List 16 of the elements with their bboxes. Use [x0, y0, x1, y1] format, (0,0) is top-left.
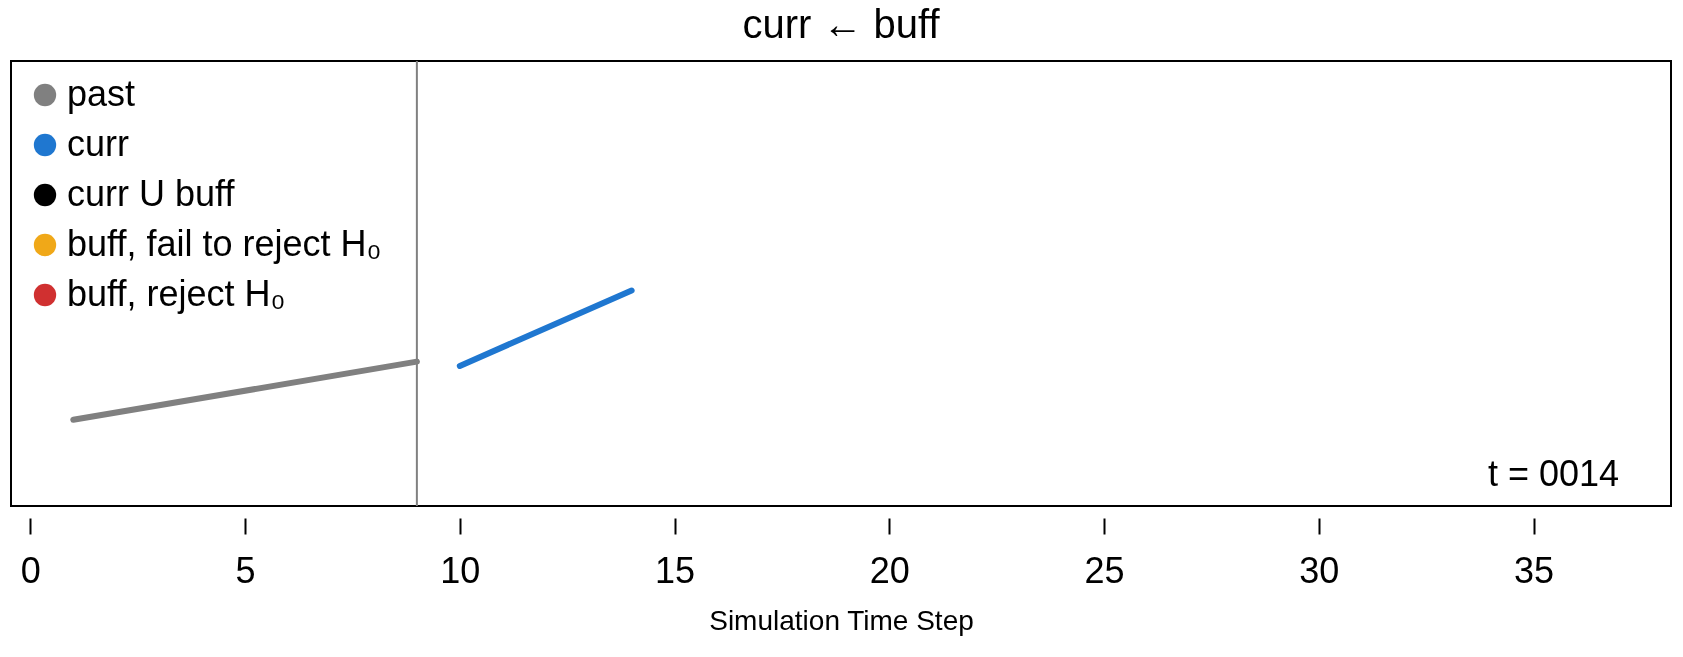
legend-label: past — [67, 73, 136, 114]
annotation: t = 0014 — [1487, 453, 1619, 494]
legend-label: buff, fail to reject H₀ — [67, 223, 382, 264]
x-tick-label: 25 — [1084, 549, 1125, 591]
legend-label: curr U buff — [67, 173, 236, 214]
x-axis-title: Simulation Time Step — [709, 604, 974, 636]
x-tick-label: 30 — [1299, 549, 1340, 591]
x-tick-label: 20 — [869, 549, 910, 591]
x-tick-label: 0 — [20, 549, 41, 591]
chart-title: curr ← buff — [742, 2, 941, 46]
x-tick-label: 35 — [1514, 549, 1555, 591]
legend-label: buff, reject H₀ — [67, 273, 286, 314]
x-tick-label: 15 — [655, 549, 696, 591]
legend-label: curr — [67, 123, 130, 164]
x-tick-label: 10 — [440, 549, 481, 591]
x-tick-label: 5 — [235, 549, 256, 591]
